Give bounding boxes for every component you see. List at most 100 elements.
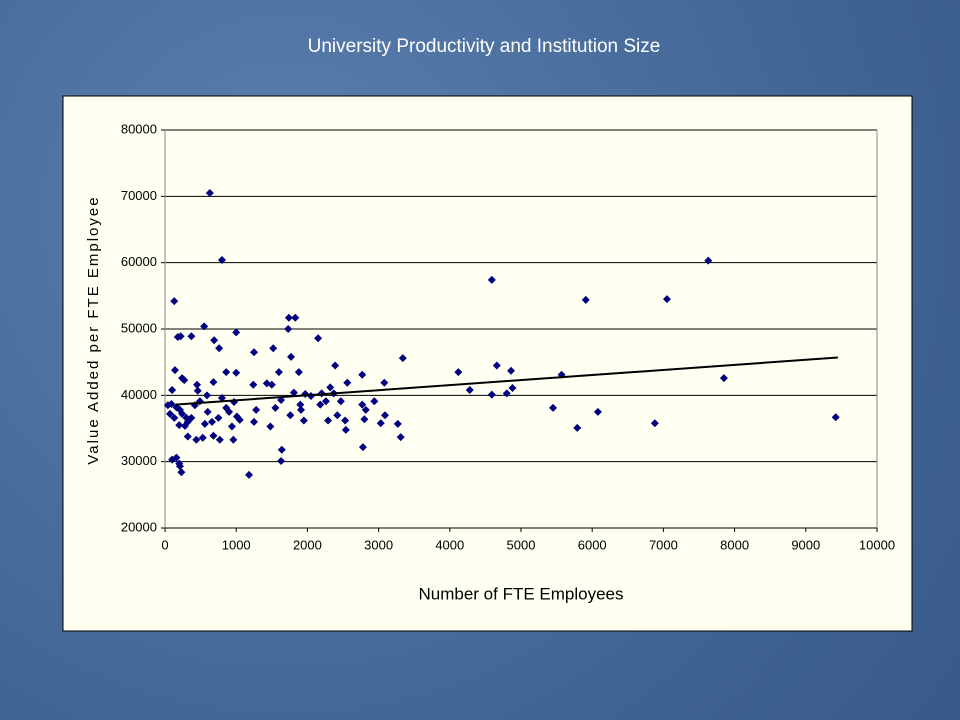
data-point xyxy=(250,417,258,426)
data-point xyxy=(167,399,176,408)
data-point xyxy=(704,256,713,265)
data-point xyxy=(193,380,202,389)
data-point xyxy=(662,295,671,304)
data-point xyxy=(175,462,184,471)
data-point xyxy=(487,275,496,284)
data-point xyxy=(381,411,390,420)
x-tick-label: 4000 xyxy=(435,537,464,552)
y-tick-label: 50000 xyxy=(121,320,157,335)
data-point xyxy=(210,336,219,345)
data-point xyxy=(314,334,323,343)
y-tick-label: 30000 xyxy=(121,453,157,468)
data-point xyxy=(200,419,209,428)
data-point xyxy=(296,400,305,409)
data-point xyxy=(187,332,196,341)
data-point xyxy=(214,413,223,422)
data-point xyxy=(227,422,236,431)
data-point xyxy=(360,415,369,424)
data-point xyxy=(222,403,231,412)
data-point xyxy=(296,405,305,414)
data-point xyxy=(465,386,474,395)
data-point xyxy=(549,403,558,412)
data-point xyxy=(252,405,261,414)
x-tick-label: 5000 xyxy=(507,537,536,552)
trendline xyxy=(175,356,838,406)
data-point xyxy=(187,413,196,422)
data-point xyxy=(507,366,516,375)
x-tick-label: 2000 xyxy=(293,537,322,552)
data-point xyxy=(209,431,218,440)
plot-area: 20000 30000 40000 50000 60000 70000 80000 0 1000… xyxy=(121,121,895,552)
data-point xyxy=(361,405,370,414)
data-point xyxy=(170,297,179,306)
data-point xyxy=(277,457,286,466)
data-point xyxy=(277,445,286,454)
data-point xyxy=(284,325,293,333)
data-point xyxy=(358,370,367,379)
data-point xyxy=(250,348,258,357)
data-point xyxy=(168,455,177,464)
x-tick-label: 8000 xyxy=(720,537,749,552)
data-point xyxy=(203,407,212,416)
data-point xyxy=(321,397,330,406)
data-point xyxy=(831,413,840,422)
data-point xyxy=(502,389,511,398)
data-point xyxy=(215,435,224,444)
data-point xyxy=(508,384,517,393)
chart-title: University Productivity and Institution … xyxy=(308,36,661,57)
data-point xyxy=(291,313,300,322)
data-point xyxy=(343,378,352,387)
data-point xyxy=(249,380,258,389)
data-point xyxy=(299,416,308,425)
data-point xyxy=(573,423,582,432)
data-point xyxy=(215,344,224,353)
data-point xyxy=(176,332,185,341)
data-point xyxy=(271,403,280,412)
data-point xyxy=(235,415,244,424)
data-point xyxy=(180,421,189,430)
data-point xyxy=(396,433,405,442)
data-point xyxy=(175,421,184,430)
data-point xyxy=(267,380,276,389)
data-point xyxy=(229,435,238,444)
data-point xyxy=(289,388,298,397)
data-point xyxy=(393,419,402,428)
y-tick-label: 40000 xyxy=(121,387,157,402)
data-point xyxy=(492,361,501,370)
data-point xyxy=(203,391,212,400)
data-point xyxy=(286,411,295,420)
data-point xyxy=(376,419,385,428)
x-axis-label: Number of FTE Employees xyxy=(418,584,623,603)
data-point xyxy=(178,374,187,383)
data-point xyxy=(650,419,659,428)
x-tick-label: 0 xyxy=(161,537,168,552)
data-point xyxy=(326,383,335,392)
data-point xyxy=(380,378,389,387)
data-point xyxy=(232,328,241,337)
data-point xyxy=(209,378,218,387)
data-point xyxy=(331,361,340,370)
data-point xyxy=(719,374,728,383)
data-point xyxy=(266,422,275,431)
data-point xyxy=(398,354,407,363)
data-point xyxy=(370,397,379,406)
data-point xyxy=(198,433,207,442)
data-point xyxy=(232,368,241,377)
data-point xyxy=(287,352,296,361)
x-tick-label: 7000 xyxy=(649,537,678,552)
data-point xyxy=(316,400,325,409)
data-point xyxy=(324,416,333,425)
y-tick-label: 80000 xyxy=(121,121,157,136)
data-point xyxy=(165,409,174,418)
data-point xyxy=(358,400,367,409)
data-point xyxy=(341,416,350,425)
x-tick-label: 6000 xyxy=(578,537,607,552)
data-point xyxy=(336,397,345,406)
data-point xyxy=(454,368,463,377)
data-point xyxy=(217,256,226,265)
data-point xyxy=(205,189,214,198)
data-point xyxy=(593,407,602,416)
data-point xyxy=(294,368,303,377)
